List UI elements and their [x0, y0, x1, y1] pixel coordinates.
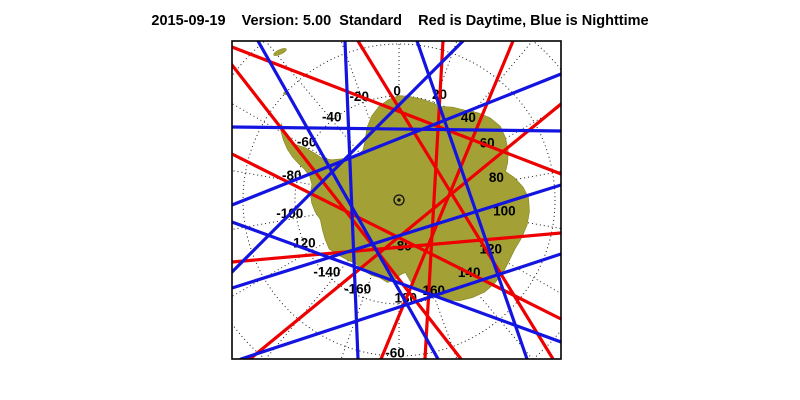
night-track-line [343, 41, 360, 359]
night-track-line [232, 72, 561, 207]
day-track-line [232, 45, 561, 176]
longitude-label: 100 [493, 204, 516, 219]
map-content: 020406080100120140160180-160-140-120-100… [232, 41, 561, 361]
day-track-line [248, 102, 561, 359]
longitude-label: -40 [322, 109, 342, 124]
night-track-line [232, 125, 561, 133]
latitude-label: -60 [385, 346, 405, 361]
antarctica-landmass [280, 95, 530, 302]
night-track-line [232, 220, 561, 344]
day-track-line [423, 41, 445, 359]
plot-border [231, 40, 562, 360]
night-track-line [415, 41, 529, 359]
south-pole-marker [393, 194, 405, 206]
night-track-line [239, 252, 561, 359]
night-track-line [256, 41, 440, 359]
plot-title: 2015-09-19 Version: 5.00 Standard Red is… [151, 13, 649, 29]
longitude-label: 0 [393, 84, 401, 99]
longitude-label: 120 [480, 241, 503, 256]
meridian-line [340, 41, 396, 190]
meridian-line [232, 201, 389, 230]
south-georgia-island [273, 48, 287, 56]
longitude-label: 80 [489, 170, 504, 185]
map-labels: 020406080100120140160180-160-140-120-100… [276, 84, 516, 361]
meridian-line [264, 41, 393, 192]
longitude-label: -120 [289, 236, 316, 251]
meridian-line [264, 208, 393, 359]
night-track-line [232, 41, 465, 274]
pole-dot [397, 198, 401, 202]
meridian-line [232, 205, 390, 297]
meridian-line [402, 210, 458, 359]
day-track-line [232, 231, 561, 264]
longitude-label: -160 [344, 281, 371, 296]
night-track-line [232, 183, 561, 290]
meridian-line [232, 103, 390, 195]
meridian-line [409, 170, 561, 199]
pole-ring [393, 194, 405, 206]
night-tracks [232, 41, 561, 359]
longitude-label: -140 [313, 265, 340, 280]
meridian-line [232, 170, 389, 199]
day-track-line [356, 41, 555, 359]
